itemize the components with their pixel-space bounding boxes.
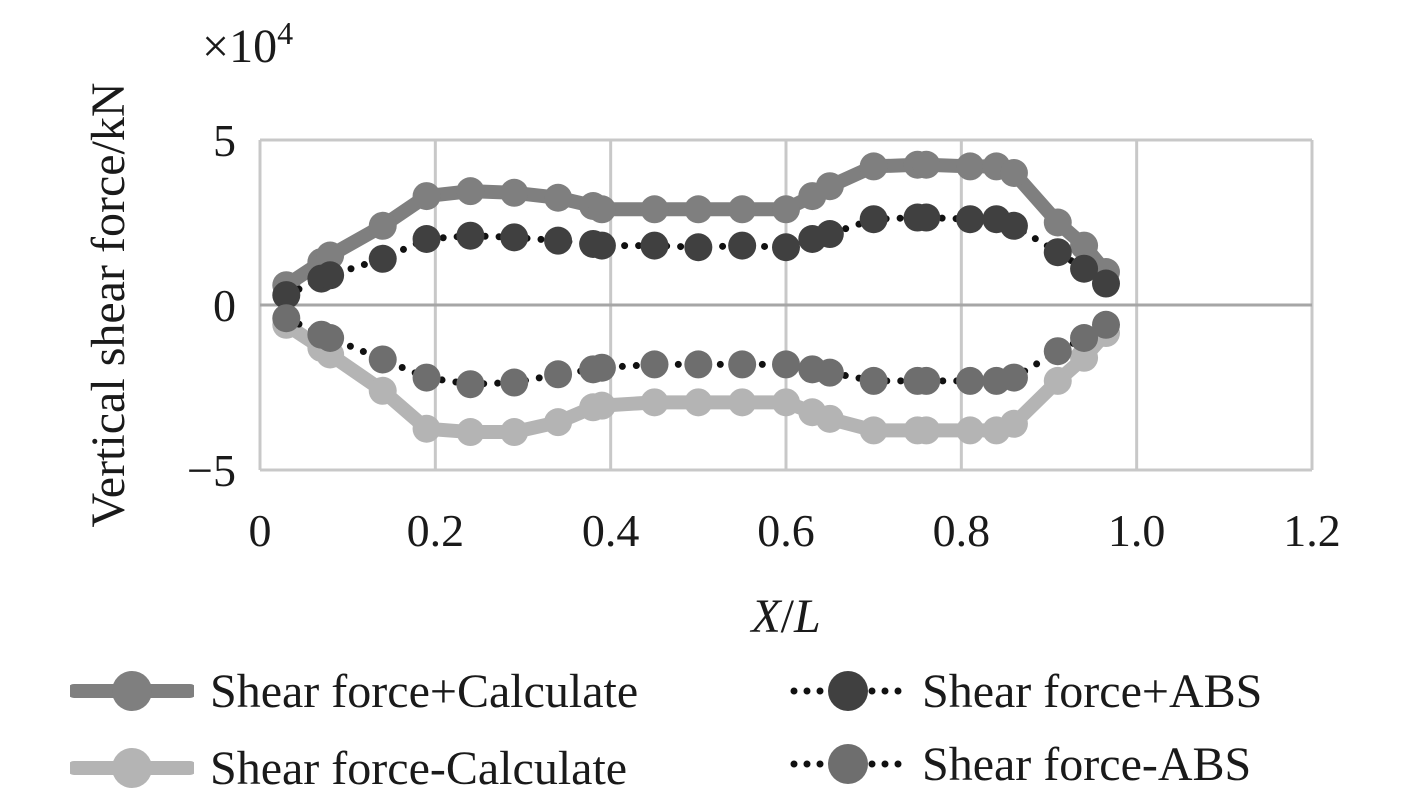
series-0-point-2: [316, 241, 345, 270]
series-3-point-10: [640, 350, 669, 379]
series-3-point-6: [500, 368, 529, 397]
series-0-point-22: [1043, 208, 1072, 237]
x-tick-labels: 0 0.2 0.4 0.6 0.8 1.0 1.2: [249, 505, 1341, 556]
series-1-point-7: [544, 226, 573, 255]
series-3-point-18: [912, 366, 941, 395]
x-axis-title: X/L: [749, 590, 820, 643]
series-2-point-12: [728, 388, 757, 417]
series-3-point-23: [1070, 324, 1099, 352]
series-0: [272, 150, 1120, 300]
series-0-point-11: [684, 195, 713, 224]
series-0-point-13: [772, 195, 800, 224]
series-2-point-22: [1043, 366, 1072, 395]
y-tick-labels: 5 0 −5: [187, 115, 236, 496]
series-0-point-4: [412, 182, 441, 211]
series-3-point-11: [684, 350, 713, 379]
series-2-point-18: [912, 416, 941, 445]
series-0-point-16: [859, 152, 888, 181]
series-0-point-5: [456, 177, 485, 206]
series-1-point-5: [456, 221, 485, 250]
series-0-point-3: [368, 211, 397, 240]
x-tick-label-6: 1.2: [1283, 505, 1341, 556]
series-3-point-4: [412, 363, 441, 392]
series-0-point-9: [587, 195, 616, 224]
series-1-point-16: [859, 205, 888, 234]
series-1-point-11: [684, 233, 713, 262]
series-0-point-10: [640, 195, 669, 224]
series-2-point-6: [500, 418, 529, 447]
series-group: [272, 150, 1120, 447]
series-1-point-6: [500, 223, 529, 252]
series-3-point-12: [728, 350, 757, 379]
series-3-point-19: [956, 366, 985, 395]
series-3-point-15: [815, 358, 844, 387]
series-2-point-16: [859, 416, 888, 445]
series-2-point-21: [999, 409, 1028, 438]
series-1-point-22: [1043, 238, 1072, 267]
series-1-point-2: [316, 261, 345, 290]
series-2-point-15: [815, 404, 844, 433]
series-1-point-13: [772, 233, 800, 262]
series-1-point-10: [640, 231, 669, 260]
series-2-point-13: [772, 388, 800, 417]
series-3-point-7: [544, 360, 573, 389]
series-2-point-11: [684, 388, 713, 417]
series-1-point-0: [272, 281, 301, 310]
grid: [258, 138, 1314, 472]
series-2-point-4: [412, 414, 441, 443]
series-0-point-12: [728, 195, 757, 224]
series-1-point-15: [815, 220, 844, 249]
series-1-point-4: [412, 225, 441, 253]
x-tick-label-3: 0.6: [757, 505, 815, 556]
series-0-point-18: [912, 150, 941, 179]
series-0-point-21: [999, 159, 1028, 187]
series-3-point-0: [272, 304, 301, 333]
series-1-point-24: [1091, 269, 1120, 298]
series-1-point-18: [912, 203, 941, 232]
series-0-point-23: [1070, 231, 1099, 260]
series-1-point-9: [587, 231, 616, 260]
x-tick-label-4: 0.8: [933, 505, 991, 556]
series-0-point-15: [815, 172, 844, 201]
series-3: [272, 304, 1120, 399]
series-2-point-3: [368, 376, 397, 405]
series-2-point-5: [456, 418, 485, 447]
series-3-point-22: [1043, 337, 1072, 366]
x-tick-label-2: 0.4: [582, 505, 640, 556]
series-0-point-7: [544, 183, 573, 212]
series-1-point-12: [728, 231, 757, 260]
series-1-point-21: [999, 211, 1028, 240]
x-tick-label-5: 1.0: [1108, 505, 1166, 556]
y-multiplier-exponent: 4: [277, 15, 293, 51]
series-1-point-23: [1070, 254, 1099, 283]
series-2-point-9: [587, 391, 616, 420]
series-1: [272, 203, 1120, 310]
y-multiplier: ×104: [202, 15, 293, 73]
series-3-point-3: [368, 345, 397, 374]
y-tick-label-2: −5: [187, 445, 236, 496]
series-3-point-13: [772, 350, 800, 379]
series-0-point-6: [500, 178, 529, 207]
y-tick-label-0: 5: [213, 115, 236, 166]
series-3-point-9: [587, 353, 616, 382]
series-3-point-2: [316, 324, 345, 352]
series-2-point-23: [1070, 343, 1099, 372]
x-tick-label-1: 0.2: [407, 505, 465, 556]
series-1-point-19: [956, 205, 985, 234]
series-2-point-19: [956, 416, 985, 445]
x-tick-label-0: 0: [249, 505, 272, 556]
y-tick-label-1: 0: [213, 280, 236, 331]
series-3-point-5: [456, 370, 485, 399]
series-2-point-7: [544, 408, 573, 437]
series-3-point-21: [999, 363, 1028, 392]
series-3-point-16: [859, 366, 888, 395]
series-2-point-10: [640, 388, 669, 417]
series-line-0: [279, 157, 1113, 293]
y-axis-title: Vertical shear force/kN: [82, 82, 135, 527]
series-1-point-3: [368, 244, 397, 273]
series-0-point-19: [956, 152, 985, 181]
series-3-point-24: [1091, 310, 1120, 339]
